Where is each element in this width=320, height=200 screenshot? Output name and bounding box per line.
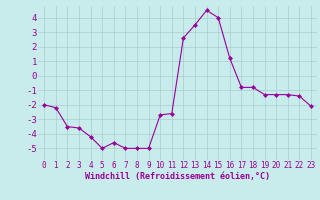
X-axis label: Windchill (Refroidissement éolien,°C): Windchill (Refroidissement éolien,°C) bbox=[85, 172, 270, 181]
